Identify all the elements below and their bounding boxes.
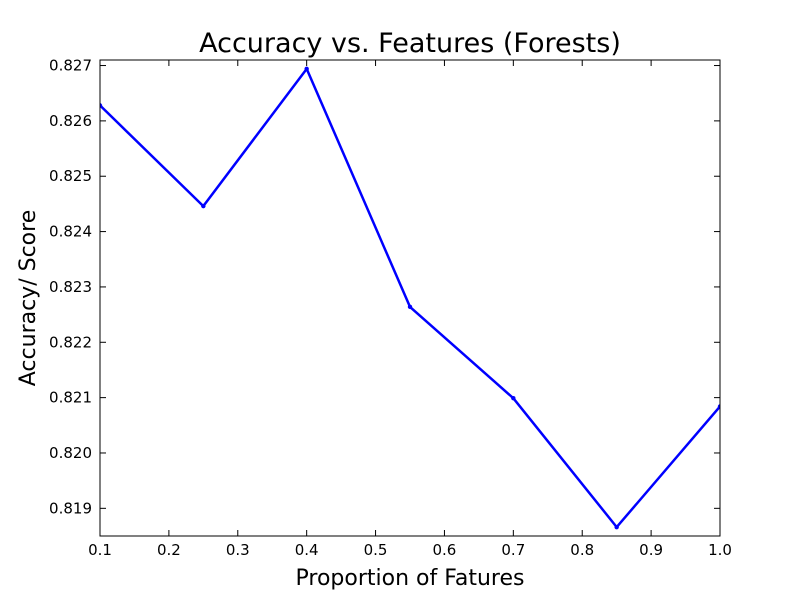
x-tick-label: 0.8 — [570, 541, 594, 559]
x-tick-label: 0.2 — [157, 541, 181, 559]
series-line — [100, 67, 720, 529]
y-tick-label: 0.826 — [49, 112, 92, 130]
data-point — [511, 395, 516, 401]
y-tick-label: 0.825 — [49, 167, 92, 185]
data-point — [100, 103, 103, 108]
data-point — [201, 203, 206, 209]
y-tick-label: 0.822 — [49, 333, 92, 351]
x-tick-label: 0.5 — [364, 541, 388, 559]
y-axis-label: Accuracy/ Score — [16, 210, 41, 386]
y-tick-label: 0.827 — [49, 57, 92, 75]
y-tick-label: 0.821 — [49, 389, 92, 407]
x-tick-label: 0.1 — [88, 541, 112, 559]
data-point — [407, 304, 413, 310]
plot-frame — [99, 59, 721, 537]
y-tick-label: 0.824 — [49, 223, 92, 241]
series-group — [100, 66, 720, 530]
chart-title: Accuracy vs. Features (Forests) — [199, 28, 621, 59]
data-point — [614, 524, 619, 530]
x-tick-label: 0.7 — [501, 541, 525, 559]
x-tick-label: 0.9 — [639, 541, 663, 559]
y-tick-label: 0.823 — [49, 278, 92, 296]
axis-ticks: 0.1 0.2 0.3 0.4 0.5 0.6 0.7 0.8 0.9 1.0 0.819 0.820… — [49, 57, 732, 559]
x-axis-label: Proportion of Fatures — [296, 566, 525, 591]
data-point — [304, 66, 309, 72]
y-tick-label: 0.820 — [49, 444, 92, 462]
x-tick-label: 1.0 — [708, 541, 732, 559]
x-tick-label: 0.6 — [433, 541, 457, 559]
y-tick-label: 0.819 — [49, 499, 92, 517]
x-tick-label: 0.4 — [295, 541, 319, 559]
data-point — [717, 404, 720, 409]
x-tick-label: 0.3 — [226, 541, 250, 559]
